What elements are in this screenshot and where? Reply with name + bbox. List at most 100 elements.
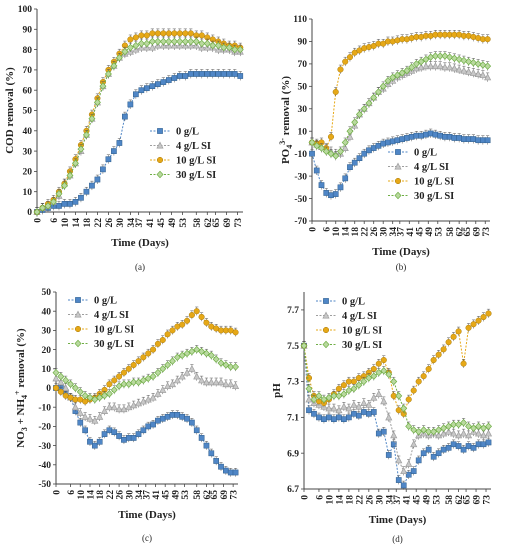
x-tick-label: 45 <box>413 495 423 505</box>
data-point <box>120 369 127 376</box>
legend-label: 4 g/L SI <box>342 311 377 322</box>
data-point <box>423 131 429 138</box>
data-point <box>193 427 200 434</box>
data-point <box>313 142 321 150</box>
x-tick-label: 58 <box>193 218 203 228</box>
data-point <box>450 429 458 437</box>
data-point <box>33 208 41 216</box>
data-point <box>111 429 118 436</box>
y-axis-title-part: 3- <box>278 138 287 145</box>
x-tick-label: 22 <box>106 490 116 500</box>
data-point <box>204 71 211 77</box>
data-point <box>96 393 104 402</box>
data-point <box>236 45 244 54</box>
data-point <box>374 88 382 96</box>
data-point <box>154 389 162 397</box>
y-tick-label: 7.7 <box>287 306 299 316</box>
data-point <box>328 192 334 199</box>
data-point <box>308 138 316 147</box>
data-point <box>360 409 367 415</box>
data-point <box>82 131 90 139</box>
data-point <box>82 427 88 434</box>
legend-marker <box>156 141 164 149</box>
data-point <box>389 73 397 82</box>
data-point <box>50 198 57 206</box>
data-point <box>125 365 132 372</box>
data-point <box>337 147 344 156</box>
data-point <box>154 30 161 37</box>
data-point <box>203 442 210 449</box>
data-point <box>335 392 343 400</box>
y-tick-label: 30 <box>23 147 33 157</box>
data-point <box>484 73 492 81</box>
y-axis-title-part: removal (%) <box>15 328 27 390</box>
data-point <box>77 419 84 426</box>
data-point <box>422 55 430 64</box>
y-tick-label: 100 <box>18 5 33 15</box>
x-tick-label: 0 <box>301 495 311 500</box>
data-point <box>395 456 403 464</box>
data-point <box>395 392 403 400</box>
data-point <box>474 429 483 437</box>
data-point <box>425 446 432 453</box>
data-point <box>321 416 327 423</box>
y-tick-label: 7.3 <box>287 378 299 388</box>
data-point <box>485 422 492 431</box>
x-tick-label: 37 <box>396 227 406 237</box>
x-tick-label: 0 <box>34 218 44 223</box>
data-point <box>370 393 378 401</box>
data-point <box>232 469 239 476</box>
legend-marker <box>156 170 164 179</box>
legend: 0 g/L 4 g/L SI 10 g/L SI 30 g/L SI <box>388 148 454 202</box>
data-point <box>460 446 467 453</box>
y-tick-label: 40 <box>23 127 33 137</box>
data-point <box>316 414 322 421</box>
x-tick-label: 49 <box>425 227 435 237</box>
data-point <box>335 406 343 414</box>
data-point <box>480 314 487 321</box>
data-point <box>395 477 402 483</box>
data-point <box>188 311 195 319</box>
data-point <box>405 422 413 431</box>
data-point <box>116 373 123 380</box>
data-point <box>380 140 387 147</box>
y-tick-label: -50 <box>294 195 307 205</box>
data-point <box>169 357 176 365</box>
y-tick-label: 0 <box>27 208 32 218</box>
x-tick-label: 69 <box>473 495 483 505</box>
data-point <box>465 67 473 75</box>
data-point <box>227 380 235 388</box>
data-point <box>446 63 454 71</box>
y-tick-label: 50 <box>23 107 33 117</box>
data-point <box>173 353 181 361</box>
y-axis-title: COD removal (%) <box>4 67 16 154</box>
data-point <box>148 43 156 51</box>
data-point <box>165 77 172 83</box>
x-axis-title: Time (Days) <box>369 514 427 526</box>
x-tick-label: 62 <box>203 490 213 500</box>
panel-label: (a) <box>135 262 145 272</box>
series-1 <box>34 69 244 217</box>
data-point <box>100 166 106 173</box>
data-point <box>410 387 417 394</box>
data-point <box>81 391 89 400</box>
data-point <box>474 60 482 68</box>
x-tick-label: 73 <box>482 227 492 237</box>
data-point <box>320 395 328 404</box>
data-point <box>455 55 463 64</box>
data-point <box>232 363 240 371</box>
data-point <box>420 426 428 434</box>
data-point <box>464 431 473 439</box>
data-point <box>330 392 338 400</box>
x-tick-label: 0 <box>309 227 319 232</box>
data-point <box>93 98 101 107</box>
data-point <box>479 61 487 69</box>
data-point <box>436 52 444 60</box>
data-point <box>138 32 145 39</box>
y-tick-label: 30 <box>42 327 52 337</box>
data-point <box>465 443 472 449</box>
data-point <box>395 407 402 414</box>
data-point <box>450 420 458 429</box>
data-point <box>355 110 363 119</box>
data-point <box>111 148 117 154</box>
